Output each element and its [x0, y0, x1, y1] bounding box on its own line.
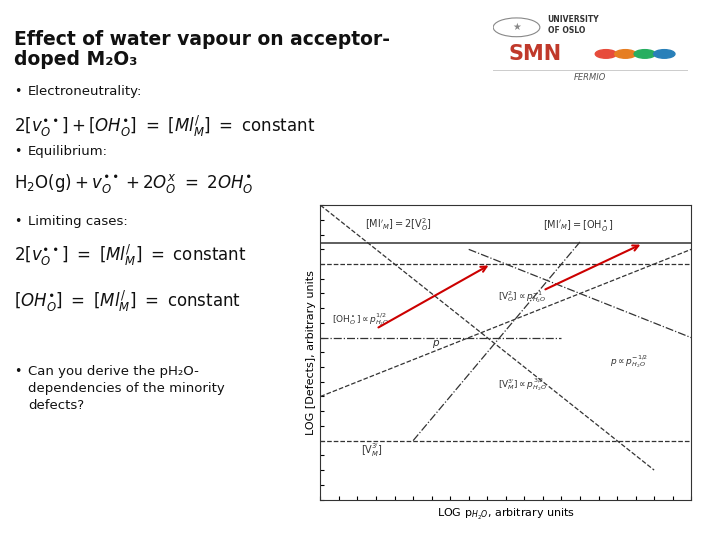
Text: FERMIO: FERMIO [575, 73, 606, 82]
Text: Equilibrium:: Equilibrium: [28, 145, 108, 158]
Text: Limiting cases:: Limiting cases: [28, 215, 127, 228]
Text: UNIVERSITY: UNIVERSITY [548, 15, 599, 24]
Text: •: • [14, 365, 22, 378]
Circle shape [654, 50, 675, 58]
Text: $[\mathrm{Ml}'_M] = 2[\mathrm{V}^2_O]$: $[\mathrm{Ml}'_M] = 2[\mathrm{V}^2_O]$ [365, 217, 432, 233]
Text: $[OH_{O}^{\bullet}]\ =\ [Ml_{M}^{/}]\ =\ \mathrm{constant}$: $[OH_{O}^{\bullet}]\ =\ [Ml_{M}^{/}]\ =\… [14, 288, 241, 314]
Text: $p$: $p$ [432, 339, 440, 350]
Text: Can you derive the pH₂O-: Can you derive the pH₂O- [28, 365, 199, 378]
Circle shape [595, 50, 616, 58]
Text: Electroneutrality:: Electroneutrality: [28, 85, 143, 98]
Circle shape [634, 50, 655, 58]
Text: $p \propto p^{-1/2}_{H_2O}$: $p \propto p^{-1/2}_{H_2O}$ [610, 353, 648, 370]
Text: $[\mathrm{V}^2_O] \propto p^{-1}_{H_2O}$: $[\mathrm{V}^2_O] \propto p^{-1}_{H_2O}$ [498, 289, 547, 305]
Text: Effect of water vapour on acceptor-: Effect of water vapour on acceptor- [14, 30, 390, 49]
Text: OF OSLO: OF OSLO [548, 26, 585, 35]
Text: •: • [14, 215, 22, 228]
Text: •: • [14, 85, 22, 98]
Circle shape [615, 50, 636, 58]
Text: $[\mathrm{V}^{3'}_M]$: $[\mathrm{V}^{3'}_M]$ [361, 442, 383, 459]
Text: $\mathrm{H_2O(g)} + v_{O}^{\bullet\bullet} + 2O_{O}^{x}\ =\ 2OH_{O}^{\bullet}$: $\mathrm{H_2O(g)} + v_{O}^{\bullet\bulle… [14, 172, 253, 195]
Text: $[\mathrm{Ml}'_M] = [\mathrm{OH}^\bullet_O]$: $[\mathrm{Ml}'_M] = [\mathrm{OH}^\bullet… [543, 218, 613, 233]
Text: $[\mathrm{V}^{3'}_M] \propto p^{3/2}_{H_2O}$: $[\mathrm{V}^{3'}_M] \propto p^{3/2}_{H_… [498, 376, 547, 393]
Text: ★: ★ [512, 22, 521, 32]
Y-axis label: LOG [Defects], arbitrary units: LOG [Defects], arbitrary units [306, 270, 316, 435]
Text: SMN: SMN [509, 44, 562, 64]
X-axis label: LOG p$_{H_{2}O}$, arbitrary units: LOG p$_{H_{2}O}$, arbitrary units [437, 507, 575, 522]
Text: $2[v_{O}^{\bullet\bullet}]\ =\ [Ml_{M}^{/}]\ =\ \mathrm{constant}$: $2[v_{O}^{\bullet\bullet}]\ =\ [Ml_{M}^{… [14, 242, 246, 268]
Text: defects?: defects? [28, 399, 84, 412]
Text: $[\mathrm{OH}^\bullet_O] \propto p^{1/2}_{H_2O}$: $[\mathrm{OH}^\bullet_O] \propto p^{1/2}… [331, 312, 390, 328]
Text: $2[v_{O}^{\bullet\bullet}] + [OH_{O}^{\bullet}]\ =\ [Ml_{M}^{/}]\ =\ \mathrm{con: $2[v_{O}^{\bullet\bullet}] + [OH_{O}^{\b… [14, 113, 315, 139]
Text: •: • [14, 145, 22, 158]
Text: doped M₂O₃: doped M₂O₃ [14, 50, 138, 69]
Text: dependencies of the minority: dependencies of the minority [28, 382, 225, 395]
